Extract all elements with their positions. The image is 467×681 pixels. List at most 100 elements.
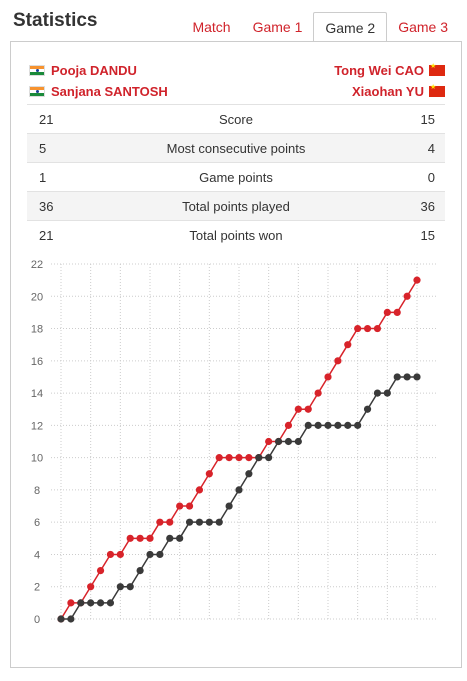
stat-label: Total points played bbox=[182, 198, 290, 214]
series-0-point bbox=[334, 357, 342, 365]
series-1-point bbox=[77, 599, 85, 607]
series-0-point bbox=[304, 405, 312, 413]
series-1-point bbox=[334, 421, 342, 429]
series-0-point bbox=[265, 437, 273, 446]
series-0-point bbox=[166, 518, 174, 526]
series-1-point bbox=[96, 599, 105, 607]
china-flag-icon bbox=[429, 62, 445, 76]
series-1-point bbox=[413, 373, 421, 381]
stat-right-value: 15 bbox=[420, 227, 435, 243]
y-tick-label: 16 bbox=[31, 356, 43, 368]
series-0-point bbox=[126, 534, 134, 542]
stat-row-consecutive: 5 Most consecutive points 4 bbox=[27, 133, 445, 162]
header: Statistics Match Game 1 Game 2 Game 3 bbox=[0, 0, 467, 43]
series-0-point bbox=[344, 341, 352, 349]
series-1-point bbox=[284, 437, 293, 446]
series-0-point bbox=[87, 583, 95, 591]
tab-game-1[interactable]: Game 1 bbox=[252, 18, 303, 35]
stat-row-points-won: 21 Total points won 15 bbox=[27, 220, 445, 249]
y-tick-label: 2 bbox=[34, 582, 40, 594]
series-0-point bbox=[363, 324, 372, 333]
series-1-point bbox=[225, 502, 233, 510]
series-0-point bbox=[156, 518, 164, 526]
series-0-point bbox=[383, 308, 391, 317]
series-0-point bbox=[324, 373, 332, 381]
y-tick-label: 12 bbox=[31, 420, 43, 432]
series-1-point bbox=[314, 421, 322, 429]
stat-left-value: 21 bbox=[39, 111, 54, 127]
stat-right-value: 4 bbox=[427, 140, 435, 156]
series-1-point bbox=[373, 389, 382, 397]
player-name[interactable]: Tong Wei CAO bbox=[334, 63, 424, 78]
left-player-2: Sanjana SANTOSH bbox=[29, 84, 168, 99]
series-1-point bbox=[136, 566, 144, 575]
stat-label: Most consecutive points bbox=[166, 140, 306, 156]
stat-left-value: 5 bbox=[39, 140, 47, 156]
player-name[interactable]: Pooja DANDU bbox=[51, 63, 137, 78]
series-0-point bbox=[413, 276, 421, 284]
series-1-point bbox=[274, 437, 283, 446]
y-tick-label: 22 bbox=[31, 259, 43, 271]
series-0-point bbox=[403, 292, 411, 300]
series-1-point bbox=[126, 583, 134, 591]
right-player-1: Tong Wei CAO bbox=[334, 62, 445, 78]
tab-game-3[interactable]: Game 3 bbox=[398, 18, 448, 35]
y-tick-label: 20 bbox=[31, 291, 43, 303]
y-tick-label: 14 bbox=[31, 388, 43, 400]
stat-row-game-points: 1 Game points 0 bbox=[27, 162, 445, 191]
stat-left-value: 21 bbox=[39, 227, 54, 243]
china-flag-icon bbox=[429, 83, 445, 97]
series-0-point bbox=[106, 550, 115, 559]
stat-right-value: 0 bbox=[427, 169, 435, 185]
page-title: Statistics bbox=[13, 10, 98, 31]
y-tick-label: 6 bbox=[34, 517, 40, 529]
series-1-point bbox=[344, 421, 352, 429]
y-tick-label: 10 bbox=[31, 453, 43, 465]
series-1-point bbox=[304, 421, 312, 429]
series-0-point bbox=[294, 405, 302, 413]
tab-bar: Match Game 1 Game 2 Game 3 bbox=[181, 11, 459, 43]
series-0-point bbox=[205, 470, 213, 478]
series-1-point bbox=[294, 437, 302, 446]
player-name[interactable]: Xiaohan YU bbox=[351, 84, 424, 99]
series-1-point bbox=[235, 486, 243, 494]
stat-right-value: 36 bbox=[420, 198, 435, 214]
series-1-point bbox=[265, 454, 273, 462]
tab-match[interactable]: Match bbox=[192, 18, 231, 35]
series-1-point bbox=[185, 518, 194, 526]
series-0-point bbox=[373, 324, 382, 333]
series-0-point bbox=[235, 454, 243, 462]
series-1-point bbox=[393, 373, 401, 381]
series-1-point bbox=[403, 373, 411, 381]
series-0-point bbox=[185, 502, 194, 510]
series-0-point bbox=[67, 599, 75, 607]
stat-right-value: 15 bbox=[420, 111, 435, 127]
players: Pooja DANDU Tong Wei CAO Sanjana SANTOSH… bbox=[29, 60, 445, 102]
player-name[interactable]: Sanjana SANTOSH bbox=[51, 84, 168, 99]
tab-game-2[interactable]: Game 2 bbox=[313, 12, 388, 43]
series-1-point bbox=[255, 454, 263, 462]
series-1-point bbox=[383, 389, 391, 397]
series-0-point bbox=[96, 566, 105, 575]
series-1-point bbox=[215, 518, 223, 526]
series-0-point bbox=[215, 454, 223, 462]
series-0-point bbox=[225, 454, 233, 462]
stat-label: Score bbox=[219, 111, 253, 127]
stat-label: Total points won bbox=[189, 227, 283, 243]
stat-row-points-played: 36 Total points played 36 bbox=[27, 191, 445, 220]
series-1-point bbox=[324, 421, 332, 429]
stat-row-score: 21 Score 15 bbox=[27, 104, 445, 133]
right-player-2: Xiaohan YU bbox=[351, 83, 445, 99]
series-1-point bbox=[166, 534, 174, 542]
stat-label: Game points bbox=[199, 169, 273, 185]
india-flag-icon bbox=[29, 86, 45, 97]
series-0-point bbox=[195, 486, 204, 494]
stats-table: 21 Score 15 5 Most consecutive points 4 … bbox=[27, 104, 445, 249]
series-0-point bbox=[393, 308, 401, 317]
series-0-point bbox=[136, 534, 144, 542]
india-flag-icon bbox=[29, 65, 45, 76]
series-1-point bbox=[67, 615, 75, 623]
series-0-point bbox=[354, 324, 362, 333]
player-row: Pooja DANDU Tong Wei CAO bbox=[29, 60, 445, 81]
series-1-point bbox=[156, 550, 164, 559]
